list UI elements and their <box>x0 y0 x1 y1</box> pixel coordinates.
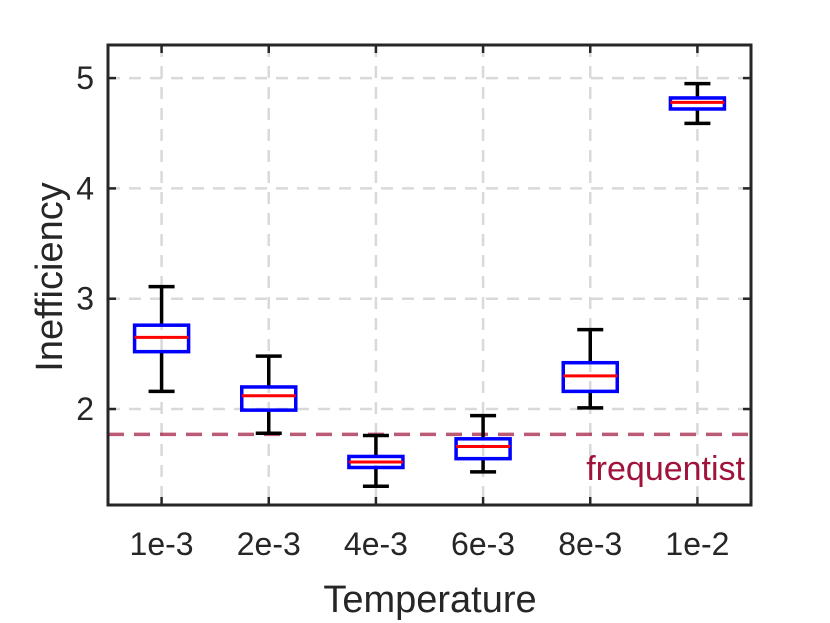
x-axis-label: Temperature <box>323 579 536 621</box>
box-rect <box>454 437 512 461</box>
y-tick-label: 5 <box>76 60 94 96</box>
y-axis-label: Inefficiency <box>29 182 71 371</box>
box-item <box>347 433 405 488</box>
reference-line-label: frequentist <box>586 450 745 488</box>
x-tick-label: 4e-3 <box>344 526 408 562</box>
box-item <box>240 354 298 436</box>
y-tick-label: 3 <box>76 281 94 317</box>
box-rect <box>240 385 298 412</box>
x-tick-label: 8e-3 <box>558 526 622 562</box>
y-tick-label: 4 <box>76 170 94 206</box>
plot-frame <box>106 43 753 507</box>
x-ticks: 1e-3 2e-3 4e-3 6e-3 8e-3 1e-2 <box>130 45 729 562</box>
x-tick-label: 2e-3 <box>237 526 301 562</box>
box-item <box>668 81 727 126</box>
y-tick-label: 2 <box>76 391 94 427</box>
y-ticks: 2 3 4 5 <box>76 60 751 427</box>
x-tick-label: 1e-3 <box>130 526 194 562</box>
box-group <box>132 81 727 488</box>
box-item <box>561 327 619 410</box>
x-tick-label: 6e-3 <box>451 526 515 562</box>
x-tick-label: 1e-2 <box>665 526 729 562</box>
box-item <box>132 284 191 394</box>
box-item <box>454 413 512 474</box>
